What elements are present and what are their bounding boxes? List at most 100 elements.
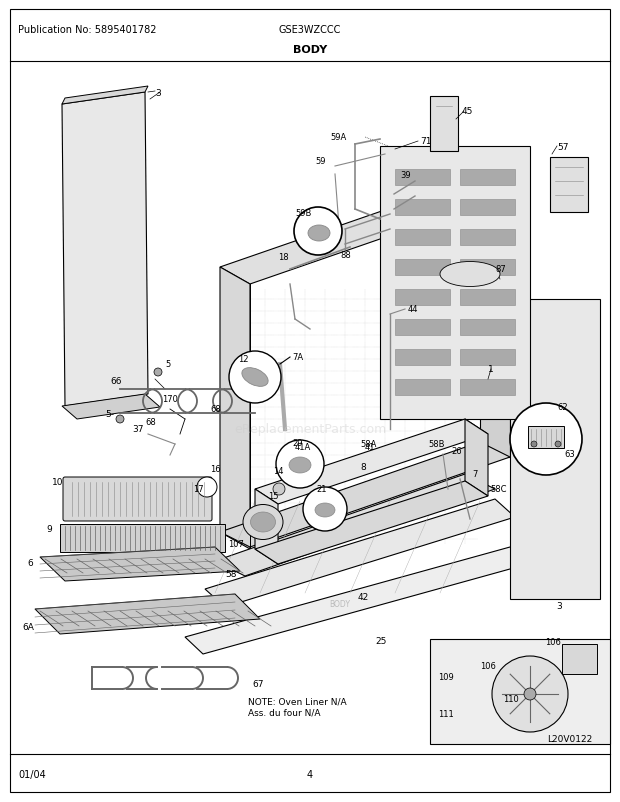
Polygon shape <box>255 419 488 504</box>
Text: 6A: 6A <box>22 622 34 632</box>
Bar <box>562 644 597 674</box>
Ellipse shape <box>315 504 335 517</box>
Text: 87: 87 <box>495 265 506 274</box>
Text: 59B: 59B <box>295 209 311 217</box>
FancyBboxPatch shape <box>63 477 212 521</box>
Bar <box>528 427 564 448</box>
Bar <box>460 290 515 306</box>
Text: 16: 16 <box>210 465 221 474</box>
Text: 71: 71 <box>420 137 432 146</box>
Text: 59: 59 <box>315 157 326 166</box>
Text: Publication No: 5895401782: Publication No: 5895401782 <box>18 25 156 35</box>
Bar <box>430 97 458 152</box>
Text: 7A: 7A <box>292 353 303 362</box>
Bar <box>395 350 450 366</box>
Text: NOTE: Oven Liner N/A
Ass. du four N/A: NOTE: Oven Liner N/A Ass. du four N/A <box>248 697 347 716</box>
Circle shape <box>492 656 568 732</box>
Text: 1: 1 <box>488 365 494 374</box>
Bar <box>460 200 515 216</box>
Text: 88: 88 <box>340 250 351 259</box>
Circle shape <box>197 477 217 497</box>
Text: 6: 6 <box>27 559 33 568</box>
Text: 9: 9 <box>46 525 51 534</box>
Polygon shape <box>430 639 610 744</box>
Text: 42: 42 <box>358 593 370 602</box>
Bar <box>395 229 450 245</box>
Text: 111: 111 <box>438 710 454 719</box>
Text: 5-: 5- <box>105 410 114 419</box>
Polygon shape <box>220 443 510 547</box>
Text: 14: 14 <box>273 467 283 476</box>
Ellipse shape <box>242 368 268 387</box>
Polygon shape <box>255 489 278 565</box>
Text: 10: 10 <box>52 478 63 487</box>
Text: 107: 107 <box>228 540 244 549</box>
Bar <box>460 379 515 395</box>
Text: 41: 41 <box>365 443 376 452</box>
Text: 44: 44 <box>408 305 419 314</box>
Polygon shape <box>62 87 148 105</box>
Polygon shape <box>220 268 250 549</box>
Text: 3: 3 <box>556 602 562 611</box>
Bar <box>460 350 515 366</box>
Polygon shape <box>220 178 510 285</box>
Bar <box>395 260 450 276</box>
Text: 106: 106 <box>480 662 496 670</box>
Polygon shape <box>205 500 515 607</box>
Circle shape <box>276 440 324 488</box>
Text: 39: 39 <box>400 170 410 180</box>
Text: 8: 8 <box>360 463 366 472</box>
Text: GSE3WZCCC: GSE3WZCCC <box>279 25 341 35</box>
Polygon shape <box>465 419 488 496</box>
Polygon shape <box>215 475 495 577</box>
Polygon shape <box>480 195 510 457</box>
Text: 58: 58 <box>225 569 236 579</box>
Polygon shape <box>62 93 148 407</box>
Text: 3: 3 <box>155 88 161 97</box>
Bar <box>395 200 450 216</box>
Ellipse shape <box>250 512 275 533</box>
Bar <box>395 290 450 306</box>
Text: 110: 110 <box>503 695 519 703</box>
Text: BODY: BODY <box>329 600 350 609</box>
Polygon shape <box>255 481 488 565</box>
Text: eReplacementParts.com: eReplacementParts.com <box>234 423 386 436</box>
Text: 18: 18 <box>278 253 289 262</box>
Text: 59A: 59A <box>330 133 346 142</box>
Text: 15: 15 <box>268 492 278 501</box>
Ellipse shape <box>440 262 500 287</box>
Polygon shape <box>510 300 600 599</box>
Text: 5: 5 <box>165 360 171 369</box>
Text: 17: 17 <box>193 485 203 494</box>
Text: 109: 109 <box>438 673 454 682</box>
Circle shape <box>510 403 582 476</box>
Circle shape <box>303 488 347 532</box>
Bar <box>60 525 225 553</box>
Ellipse shape <box>289 457 311 473</box>
Polygon shape <box>62 395 160 419</box>
Ellipse shape <box>243 505 283 540</box>
Bar <box>460 260 515 276</box>
Circle shape <box>524 688 536 700</box>
Text: 58B: 58B <box>428 440 445 449</box>
Text: 01/04: 01/04 <box>18 769 46 779</box>
Circle shape <box>116 415 124 423</box>
Text: 7: 7 <box>472 470 477 479</box>
Polygon shape <box>40 547 240 581</box>
Text: 25: 25 <box>375 637 386 646</box>
Text: L20V0122: L20V0122 <box>547 735 592 743</box>
Ellipse shape <box>308 225 330 241</box>
Text: 68: 68 <box>210 405 221 414</box>
Text: 29: 29 <box>292 439 303 448</box>
Text: 12: 12 <box>238 355 249 364</box>
Text: 58A: 58A <box>360 440 376 449</box>
Text: 37: 37 <box>132 425 143 434</box>
Bar <box>395 170 450 186</box>
Circle shape <box>229 351 281 403</box>
Bar <box>395 379 450 395</box>
Polygon shape <box>380 147 530 419</box>
Bar <box>460 320 515 335</box>
Text: 106: 106 <box>545 638 561 646</box>
Circle shape <box>294 208 342 256</box>
Text: 21: 21 <box>316 485 327 494</box>
